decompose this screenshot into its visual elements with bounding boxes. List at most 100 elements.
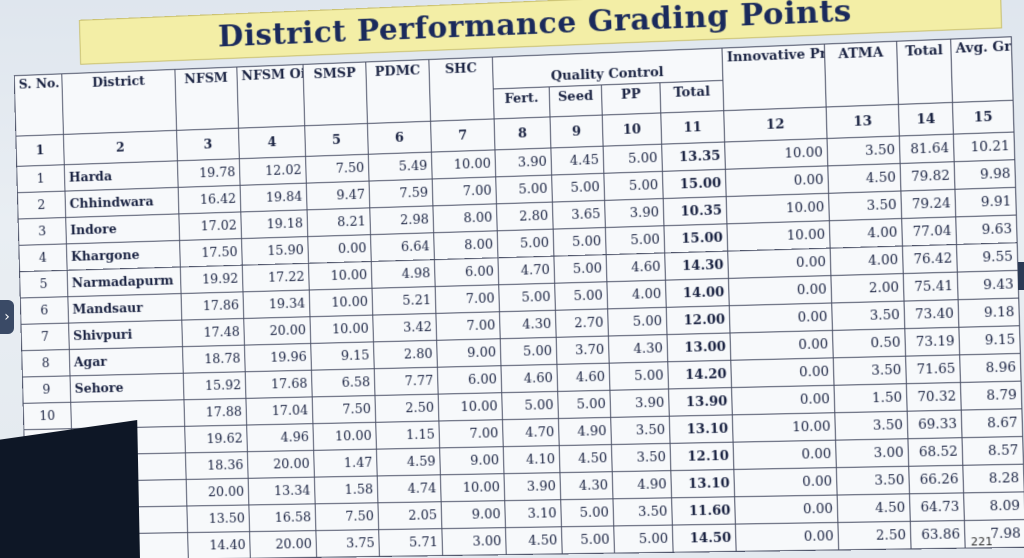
seed-cell: 5.00 bbox=[554, 255, 607, 284]
qc-total-cell: 13.35 bbox=[662, 142, 726, 171]
total-cell: 79.24 bbox=[901, 189, 956, 218]
seed-cell: 4.90 bbox=[558, 417, 611, 445]
column-number: 7 bbox=[431, 119, 495, 152]
shc-cell: 7.00 bbox=[432, 177, 496, 206]
nfsm-oilseed-cell: 20.00 bbox=[247, 450, 314, 478]
avg-grade-cell: 9.63 bbox=[956, 215, 1017, 244]
innovative-cell: 10.00 bbox=[725, 138, 828, 169]
pp-cell: 4.30 bbox=[608, 335, 667, 364]
sno-cell: 7 bbox=[21, 323, 69, 351]
shc-cell: 8.00 bbox=[434, 231, 498, 260]
fert-cell: 5.00 bbox=[502, 391, 559, 419]
qc-total-cell: 12.00 bbox=[666, 306, 730, 335]
sno-cell: 2 bbox=[17, 191, 65, 219]
nfsm-oilseed-cell: 17.68 bbox=[245, 370, 312, 398]
smsp-cell: 10.00 bbox=[313, 422, 377, 450]
header-nfsm: NFSM bbox=[175, 67, 239, 130]
nfsm-oilseed-cell: 17.04 bbox=[246, 397, 313, 425]
total-cell: 66.26 bbox=[909, 465, 964, 494]
avg-grade-cell: 10.21 bbox=[953, 132, 1014, 162]
seed-cell: 5.00 bbox=[561, 499, 614, 527]
pp-cell: 5.00 bbox=[614, 525, 673, 553]
column-number: 9 bbox=[550, 115, 603, 148]
smsp-cell: 7.50 bbox=[312, 396, 376, 424]
total-cell: 73.40 bbox=[904, 300, 959, 329]
fert-cell: 3.90 bbox=[504, 473, 561, 501]
total-cell: 70.32 bbox=[906, 382, 961, 411]
sno-cell: 10 bbox=[23, 402, 71, 429]
nfsm-cell: 16.42 bbox=[178, 185, 241, 214]
nfsm-cell: 20.00 bbox=[186, 478, 249, 506]
pp-cell: 5.00 bbox=[604, 171, 663, 200]
header-atma: ATMA bbox=[824, 41, 898, 107]
atma-cell: 2.00 bbox=[831, 274, 904, 303]
shc-cell: 7.00 bbox=[436, 312, 500, 341]
total-cell: 64.73 bbox=[910, 493, 965, 521]
district-cell: Mandsaur bbox=[68, 294, 182, 324]
pdmc-cell: 3.42 bbox=[373, 313, 437, 341]
innovative-cell: 10.00 bbox=[726, 193, 829, 224]
column-number: 14 bbox=[898, 102, 953, 136]
pdmc-cell: 2.98 bbox=[370, 206, 434, 235]
nfsm-cell: 17.50 bbox=[180, 239, 243, 267]
smsp-cell: 1.58 bbox=[314, 476, 378, 504]
avg-grade-cell: 9.43 bbox=[957, 270, 1018, 299]
header-sno: S. No. bbox=[14, 74, 63, 136]
innovative-cell: 0.00 bbox=[729, 303, 832, 333]
avg-grade-cell: 9.55 bbox=[957, 243, 1018, 272]
chevron-right-icon[interactable]: › bbox=[0, 300, 14, 334]
shc-cell: 6.00 bbox=[434, 258, 498, 287]
qc-total-cell: 10.35 bbox=[663, 197, 727, 226]
header-shc: SHC bbox=[429, 57, 494, 121]
district-cell: Harda bbox=[64, 161, 178, 191]
pp-cell: 3.50 bbox=[613, 498, 672, 526]
seed-cell: 4.30 bbox=[560, 472, 613, 500]
innovative-cell: 10.00 bbox=[727, 221, 830, 251]
total-cell: 81.64 bbox=[899, 134, 954, 163]
fert-cell: 2.80 bbox=[496, 202, 553, 231]
header-pp: PP bbox=[601, 83, 660, 115]
header-district: District bbox=[62, 69, 177, 134]
slide: District Performance Grading Points S. N… bbox=[12, 0, 1024, 558]
atma-cell: 4.00 bbox=[829, 219, 902, 249]
smsp-cell: 10.00 bbox=[309, 288, 372, 316]
seed-cell: 5.00 bbox=[561, 526, 614, 554]
smsp-cell: 7.50 bbox=[306, 154, 369, 183]
innovative-cell: 0.00 bbox=[730, 330, 833, 360]
qc-total-cell: 15.00 bbox=[664, 224, 728, 253]
innovative-cell: 0.00 bbox=[735, 522, 838, 551]
shc-cell: 8.00 bbox=[433, 204, 497, 233]
header-nfsm-oilseed: NFSM Oil Seed bbox=[237, 64, 305, 128]
total-cell: 73.19 bbox=[905, 327, 960, 356]
nfsm-cell: 13.50 bbox=[187, 505, 250, 533]
seed-cell: 2.70 bbox=[555, 309, 608, 337]
total-cell: 71.65 bbox=[906, 355, 961, 384]
innovative-cell: 0.00 bbox=[735, 495, 838, 524]
pdmc-cell: 4.74 bbox=[377, 475, 441, 503]
pp-cell: 3.90 bbox=[610, 389, 669, 417]
nfsm-oilseed-cell: 19.18 bbox=[241, 210, 308, 239]
pp-cell: 4.60 bbox=[606, 253, 665, 282]
avg-grade-cell: 9.91 bbox=[955, 187, 1016, 217]
avg-grade-cell: 8.79 bbox=[960, 381, 1021, 410]
smsp-cell: 3.75 bbox=[316, 530, 380, 558]
shc-cell: 3.00 bbox=[442, 528, 506, 556]
pp-cell: 5.00 bbox=[609, 362, 668, 391]
atma-cell: 4.50 bbox=[828, 163, 901, 193]
total-cell: 79.82 bbox=[900, 162, 955, 191]
column-number: 3 bbox=[177, 128, 240, 161]
column-number: 1 bbox=[16, 134, 64, 166]
district-cell: Indore bbox=[66, 214, 180, 244]
seed-cell: 5.00 bbox=[552, 173, 605, 202]
header-pdmc: PDMC bbox=[366, 60, 431, 124]
nfsm-oilseed-cell: 20.00 bbox=[250, 531, 317, 558]
smsp-cell: 7.50 bbox=[315, 503, 379, 531]
qc-total-cell: 13.90 bbox=[669, 388, 733, 417]
fert-cell: 3.10 bbox=[505, 500, 562, 528]
innovative-cell: 0.00 bbox=[734, 468, 837, 497]
smsp-cell: 1.47 bbox=[314, 449, 378, 477]
seed-cell: 4.45 bbox=[551, 146, 604, 175]
atma-cell: 4.50 bbox=[837, 494, 910, 523]
smsp-cell: 9.47 bbox=[306, 181, 369, 210]
nfsm-cell: 15.92 bbox=[183, 372, 246, 400]
